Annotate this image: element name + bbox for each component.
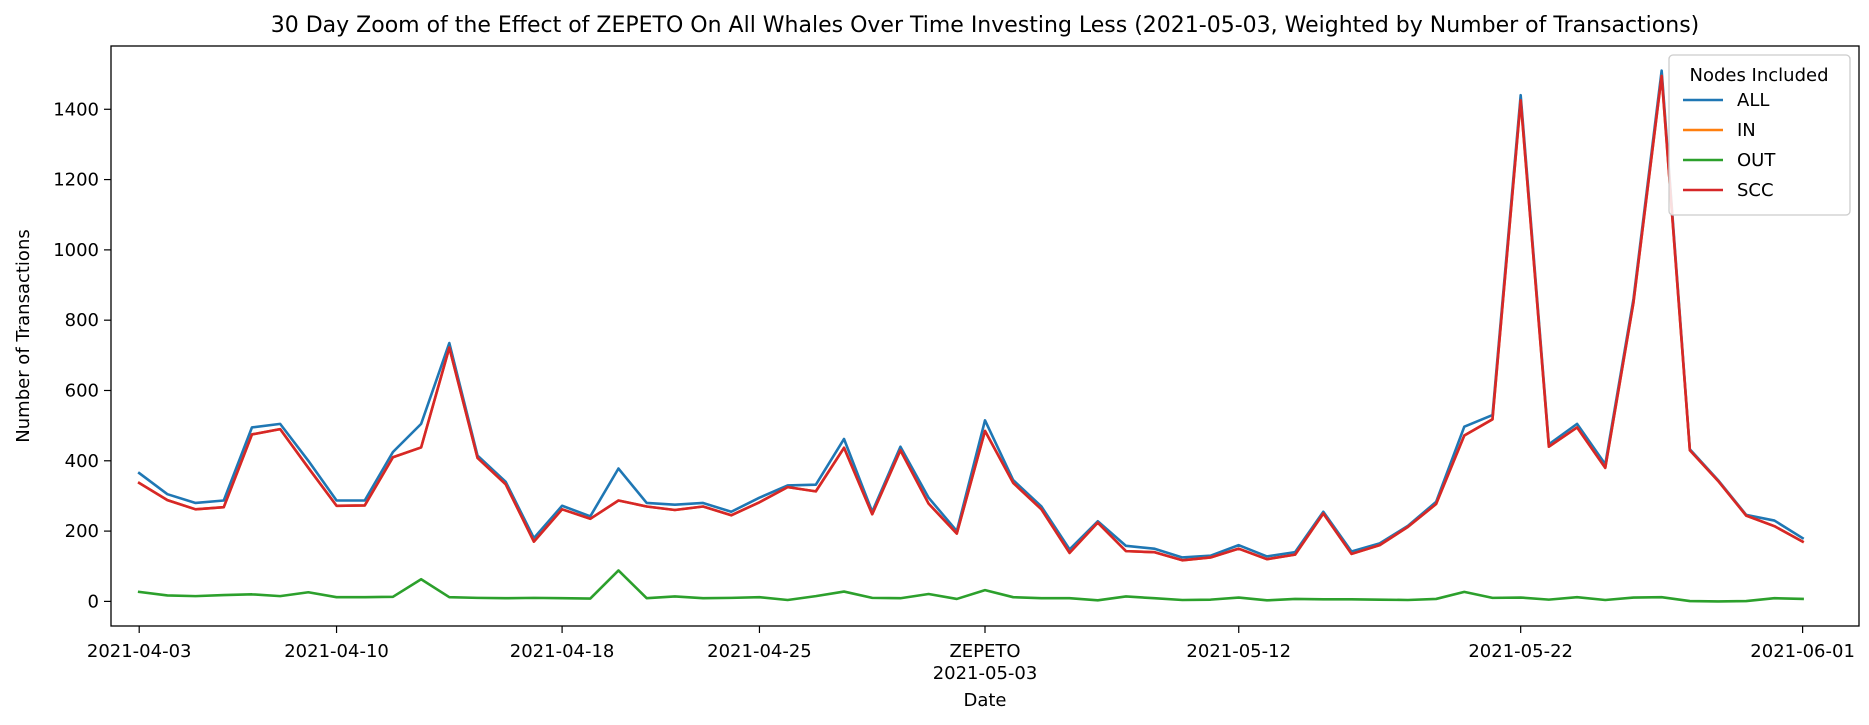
legend-frame [1668, 54, 1851, 216]
event-date-label: 2021-05-03 [933, 663, 1038, 684]
series-line-scc [137, 74, 1805, 562]
x-tick-label: 2021-04-18 [510, 641, 615, 662]
x-axis-label: Date [963, 690, 1006, 711]
x-tick-label: 2021-05-12 [1186, 641, 1291, 662]
legend-label-in: IN [1737, 120, 1756, 141]
series-line-out [137, 569, 1804, 603]
legend: Nodes Included ALL IN OUT SCC [1668, 54, 1851, 216]
x-tick-label: 2021-04-10 [284, 641, 389, 662]
y-tick-label: 0 [88, 591, 99, 612]
y-tick-label: 1200 [53, 170, 99, 191]
y-tick-label: 1400 [53, 99, 99, 120]
plot-frame [110, 45, 1860, 627]
x-tick-label: 2021-06-01 [1750, 641, 1855, 662]
x-axis: 2021-04-03 2021-04-10 2021-04-18 2021-04-25… [87, 626, 1855, 662]
legend-label-out: OUT [1737, 150, 1776, 171]
event-label: ZEPETO [949, 641, 1020, 662]
legend-label-scc: SCC [1737, 180, 1774, 201]
legend-title: Nodes Included [1689, 65, 1828, 86]
y-tick-label: 600 [65, 380, 99, 401]
x-tick-label: 2021-04-03 [87, 641, 192, 662]
y-tick-label: 400 [65, 451, 99, 472]
x-tick-label: 2021-04-25 [707, 641, 812, 662]
series-lines [137, 69, 1805, 603]
x-tick-label: 2021-05-22 [1468, 641, 1573, 662]
y-axis-label: Number of Transactions [13, 229, 34, 442]
legend-label-all: ALL [1737, 90, 1769, 111]
chart-title: 30 Day Zoom of the Effect of ZEPETO On A… [271, 13, 1700, 38]
series-line-in [137, 74, 1805, 562]
y-axis: 0 200 400 600 800 1000 1200 1400 [53, 99, 111, 612]
y-tick-label: 200 [65, 521, 99, 542]
y-tick-label: 800 [65, 310, 99, 331]
y-tick-label: 1000 [53, 240, 99, 261]
